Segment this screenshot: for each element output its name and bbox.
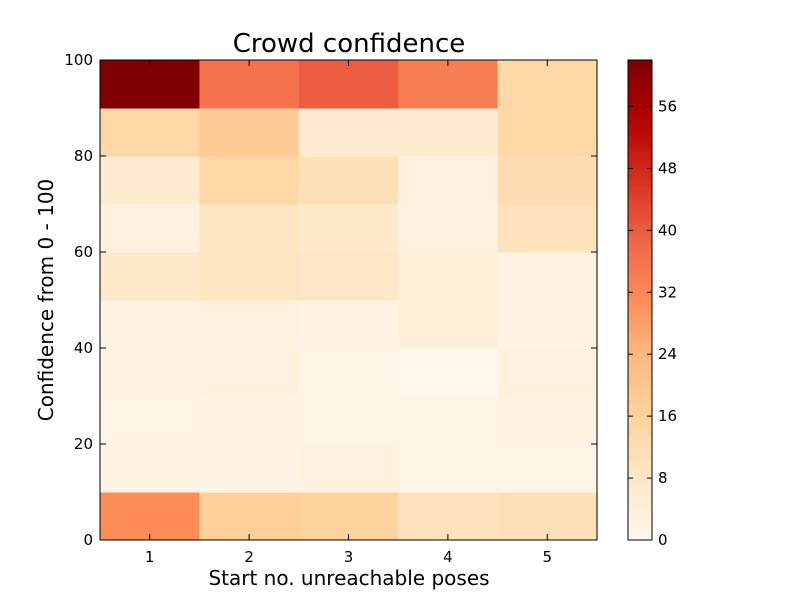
heatmap-cell [199,444,300,493]
heatmap-cell [100,60,200,109]
heatmap-cell [199,396,300,445]
x-tick-label: 4 [443,548,453,566]
heatmap-cell [497,300,598,349]
heatmap-cell [298,396,399,445]
heatmap-cell [398,396,499,445]
plot-axes: 1 2 3 4 5 0 20 40 60 80 100 [64,51,598,566]
y-tick-label: 60 [74,243,93,261]
heatmap-cell [100,444,200,493]
colorbar-tick-label: 56 [658,97,677,115]
y-tick-label: 80 [74,147,93,165]
heatmap-cell [398,348,499,397]
heatmap-cell [100,300,200,349]
heatmap-cells [100,60,598,541]
heatmap-cell [199,492,300,541]
x-tick-label: 2 [244,548,254,566]
colorbar-tick-label: 16 [658,407,677,425]
colorbar: 0 8 16 24 32 40 48 56 [627,59,677,549]
y-tick-label: 40 [74,339,93,357]
heatmap-cell [298,252,399,301]
heatmap-cell [497,204,598,253]
heatmap-cell [199,300,300,349]
heatmap-cell [497,396,598,445]
x-tick-label: 3 [344,548,354,566]
heatmap-cell [497,108,598,157]
heatmap-cell [398,108,499,157]
heatmap-cell [199,60,300,109]
heatmap-cell [298,444,399,493]
heatmap-cell [497,252,598,301]
colorbar-tick-label: 8 [658,469,668,487]
heatmap-cell [199,252,300,301]
heatmap-cell [398,60,499,109]
heatmap-cell [298,108,399,157]
heatmap-cell [497,444,598,493]
heatmap-cell [298,156,399,205]
heatmap-cell [199,348,300,397]
x-tick-label: 5 [543,548,553,566]
x-tick-label: 1 [145,548,155,566]
y-axis-label: Confidence from 0 - 100 [34,179,58,422]
x-axis-label: Start no. unreachable poses [208,566,489,590]
heatmap-cell [398,252,499,301]
heatmap-cell [100,204,200,253]
heatmap-cell [199,204,300,253]
heatmap-cell [100,252,200,301]
heatmap-cell [398,300,499,349]
colorbar-tick-label: 24 [658,345,677,363]
heatmap-cell [100,108,200,157]
heatmap-cell [497,348,598,397]
colorbar-tick-label: 48 [658,159,677,177]
colorbar-tick-label: 40 [658,221,677,239]
colorbar-frame [627,59,653,541]
heatmap-cell [298,492,399,541]
heatmap-cell [298,348,399,397]
heatmap-cell [199,108,300,157]
heatmap-cell [398,156,499,205]
heatmap-cell [100,348,200,397]
heatmap-cell [100,396,200,445]
heatmap-cell [398,492,499,541]
y-tick-label: 0 [83,531,93,549]
heatmap-cell [398,204,499,253]
heatmap-cell [398,444,499,493]
chart-title: Crowd confidence [233,29,466,59]
heatmap-cell [497,60,598,109]
heatmap-cell [100,492,200,541]
heatmap-cell [497,492,598,541]
heatmap-cell [298,60,399,109]
colorbar-gradient [628,60,652,540]
heatmap-cell [497,156,598,205]
y-tick-label: 100 [64,51,93,69]
heatmap-cell [199,156,300,205]
heatmap-cell [100,156,200,205]
heatmap-cell [298,204,399,253]
heatmap-cell [298,300,399,349]
colorbar-tick-label: 32 [658,283,677,301]
y-tick-label: 20 [74,435,93,453]
colorbar-tick-label: 0 [658,531,668,549]
